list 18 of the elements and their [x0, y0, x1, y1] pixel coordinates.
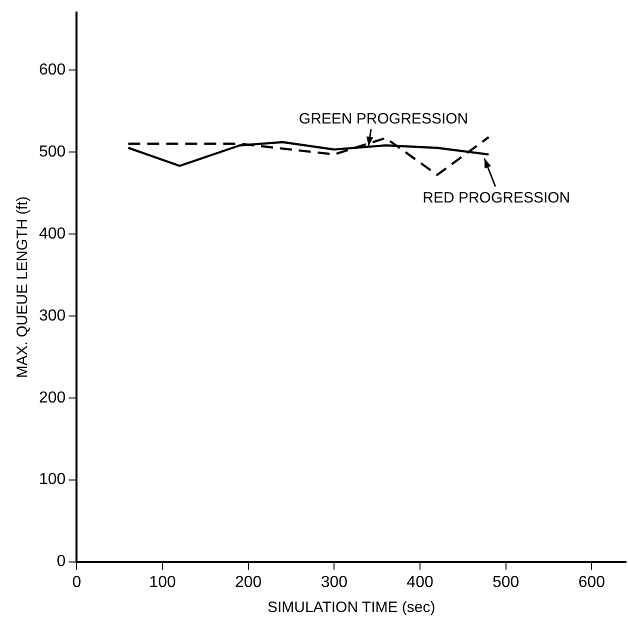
annotation: RED PROGRESSION — [422, 190, 570, 207]
annotation: GREEN PROGRESSION — [298, 110, 468, 128]
x-tick-label: 200 — [235, 574, 262, 591]
y-tick-label: 400 — [38, 225, 66, 242]
x-tick-label: 600 — [578, 574, 606, 591]
x-tick-label: 400 — [406, 574, 434, 591]
y-tick-label: 600 — [38, 61, 66, 78]
y-tick-label: 200 — [38, 389, 66, 406]
x-tick-label: 0 — [72, 574, 82, 591]
x-tick-label: 300 — [320, 574, 348, 591]
y-tick-label: 0 — [56, 553, 66, 570]
y-axis-title: MAX. QUEUE LENGTH (ft) — [14, 196, 32, 378]
x-axis-title: SIMULATION TIME (sec) — [267, 599, 436, 616]
y-tick-label: 100 — [38, 471, 66, 488]
y-tick-label: 300 — [38, 307, 66, 324]
x-tick-label: 100 — [149, 574, 176, 591]
x-tick-label: 500 — [492, 574, 520, 591]
y-tick-label: 500 — [38, 143, 66, 160]
